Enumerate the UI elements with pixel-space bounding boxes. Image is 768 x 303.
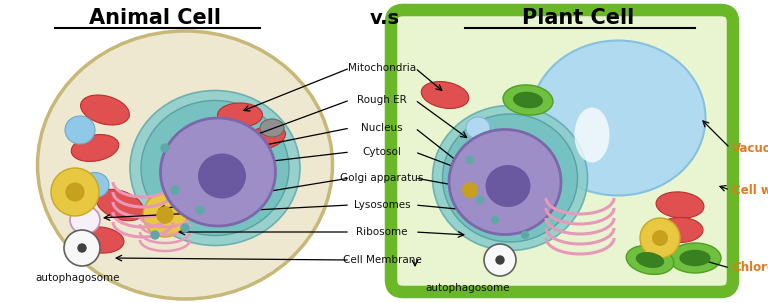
Circle shape (484, 244, 516, 276)
Text: Cytosol: Cytosol (362, 147, 402, 157)
Ellipse shape (81, 95, 130, 125)
Ellipse shape (680, 250, 710, 266)
Ellipse shape (156, 206, 174, 224)
Text: v.s: v.s (370, 8, 400, 28)
Ellipse shape (143, 193, 187, 237)
Ellipse shape (513, 92, 543, 108)
Ellipse shape (38, 31, 333, 299)
Circle shape (64, 230, 100, 266)
Text: Chloroplast: Chloroplast (732, 261, 768, 275)
Ellipse shape (626, 246, 674, 275)
Text: Plant Cell: Plant Cell (522, 8, 634, 28)
Circle shape (171, 186, 179, 194)
Ellipse shape (161, 118, 276, 226)
Text: autophagosome: autophagosome (35, 273, 120, 283)
Circle shape (161, 144, 169, 152)
Ellipse shape (531, 41, 706, 195)
Text: Nucleus: Nucleus (361, 123, 402, 133)
Text: Cell wall: Cell wall (732, 184, 768, 197)
Ellipse shape (432, 105, 588, 251)
FancyBboxPatch shape (391, 10, 733, 292)
Ellipse shape (442, 114, 578, 242)
Circle shape (181, 224, 189, 232)
Text: Rough ER: Rough ER (357, 95, 407, 105)
Text: autophagosome: autophagosome (425, 283, 510, 293)
Text: Vacuole: Vacuole (732, 142, 768, 155)
Ellipse shape (217, 103, 263, 127)
Ellipse shape (65, 182, 84, 201)
Circle shape (196, 206, 204, 214)
Ellipse shape (462, 182, 478, 198)
Ellipse shape (636, 252, 664, 268)
Ellipse shape (466, 117, 490, 139)
Ellipse shape (574, 108, 610, 162)
Ellipse shape (70, 206, 100, 234)
Ellipse shape (640, 218, 680, 258)
Ellipse shape (76, 227, 124, 253)
Ellipse shape (130, 91, 300, 245)
Ellipse shape (485, 165, 531, 207)
Text: Animal Cell: Animal Cell (89, 8, 221, 28)
Circle shape (151, 231, 159, 239)
Ellipse shape (81, 172, 109, 198)
Circle shape (78, 244, 86, 252)
Text: Ribosome: Ribosome (356, 227, 408, 237)
Ellipse shape (449, 129, 561, 235)
Circle shape (492, 217, 498, 224)
Circle shape (466, 157, 474, 164)
Ellipse shape (141, 101, 289, 235)
Text: Golgi apparatus: Golgi apparatus (340, 173, 424, 183)
Ellipse shape (656, 192, 704, 218)
Ellipse shape (198, 154, 246, 198)
Ellipse shape (422, 82, 468, 108)
Ellipse shape (260, 119, 284, 137)
Ellipse shape (71, 135, 119, 161)
Circle shape (521, 231, 528, 238)
Text: Mitochondria: Mitochondria (348, 63, 416, 73)
Ellipse shape (652, 230, 668, 246)
Ellipse shape (244, 126, 286, 150)
Ellipse shape (96, 189, 144, 221)
Ellipse shape (657, 218, 703, 242)
Ellipse shape (487, 248, 513, 272)
Ellipse shape (450, 170, 490, 210)
Circle shape (476, 197, 484, 204)
Text: Cell Membrane: Cell Membrane (343, 255, 422, 265)
Text: Lysosomes: Lysosomes (354, 200, 410, 210)
Ellipse shape (503, 85, 553, 115)
Circle shape (496, 256, 504, 264)
Ellipse shape (669, 243, 721, 273)
Ellipse shape (51, 168, 99, 216)
Ellipse shape (65, 116, 95, 144)
